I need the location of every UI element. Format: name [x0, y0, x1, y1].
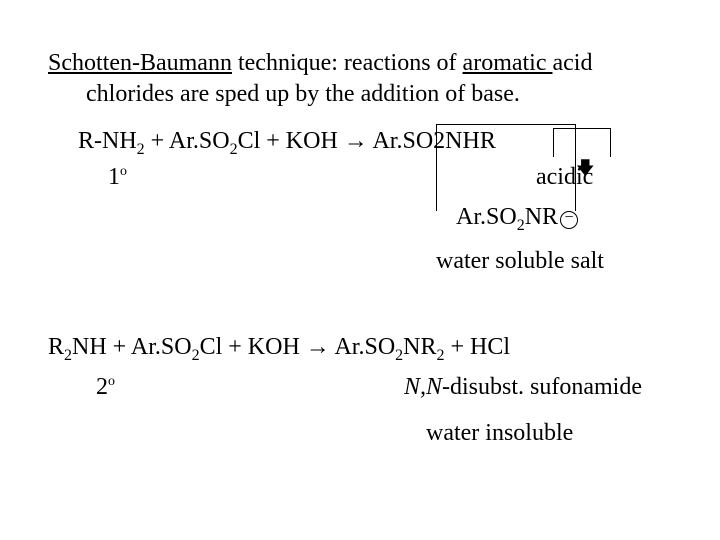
- intro-underline-1: Schotten-Baumann: [48, 50, 232, 76]
- salt-label: water soluble salt: [436, 248, 604, 275]
- eq2-prod-sub1: 2: [395, 347, 403, 364]
- eq2-arrow: →: [306, 334, 330, 360]
- eq2-prod-b: NR: [403, 334, 436, 360]
- product-bracket-inner: [553, 128, 611, 157]
- primary-degree: o: [120, 164, 127, 179]
- acidic-label: acidic: [536, 164, 593, 191]
- minus-circle-icon: −: [560, 211, 578, 229]
- insoluble-label: water insoluble: [426, 420, 573, 447]
- intro-underline-2: aromatic: [463, 50, 553, 76]
- eq2-cl-koh: Cl + KOH: [200, 334, 306, 360]
- anion-sub: 2: [517, 217, 525, 234]
- eq1-cl-koh: Cl + KOH: [238, 128, 344, 154]
- eq1-reagent: + Ar.SO: [145, 128, 230, 154]
- eq2-prod-sub2: 2: [437, 347, 445, 364]
- disubst-text: -disubst. sufonamide: [442, 374, 642, 400]
- anion-formula: Ar.SO2NR−: [456, 204, 578, 235]
- eq2-so2-sub: 2: [192, 347, 200, 364]
- disubstituted-label: N,N-disubst. sufonamide: [404, 374, 642, 401]
- slide-content: Schotten-Baumann technique: reactions of…: [48, 48, 688, 110]
- eq2-hcl: + HCl: [445, 334, 511, 360]
- primary-num: 1: [108, 164, 120, 190]
- equation-primary: R-NH2 + Ar.SO2Cl + KOH → Ar.SO2NHR: [78, 128, 496, 159]
- anion-b: NR: [525, 204, 558, 230]
- eq2-amine: NH + Ar.SO: [72, 334, 192, 360]
- eq2-r2sub: 2: [64, 347, 72, 364]
- eq1-arrow: →: [344, 128, 368, 154]
- intro-plain-1: technique: reactions of: [232, 50, 463, 76]
- nn-italic: N,N: [404, 374, 442, 400]
- secondary-degree: o: [108, 374, 115, 389]
- eq1-so2-sub: 2: [230, 141, 238, 158]
- secondary-num: 2: [96, 374, 108, 400]
- eq2-r: R: [48, 334, 64, 360]
- intro-text: Schotten-Baumann technique: reactions of…: [48, 48, 688, 110]
- intro-line2: chlorides are sped up by the addition of…: [86, 81, 520, 107]
- intro-plain-2: acid: [553, 50, 593, 76]
- secondary-amine-label: 2o: [96, 374, 115, 401]
- eq2-prod-a: Ar.SO: [330, 334, 395, 360]
- eq1-amine-sub: 2: [137, 141, 145, 158]
- eq1-amine: R-NH: [78, 128, 137, 154]
- equation-secondary: R2NH + Ar.SO2Cl + KOH → Ar.SO2NR2 + HCl: [48, 334, 510, 365]
- primary-amine-label: 1o: [108, 164, 127, 191]
- anion-a: Ar.SO: [456, 204, 517, 230]
